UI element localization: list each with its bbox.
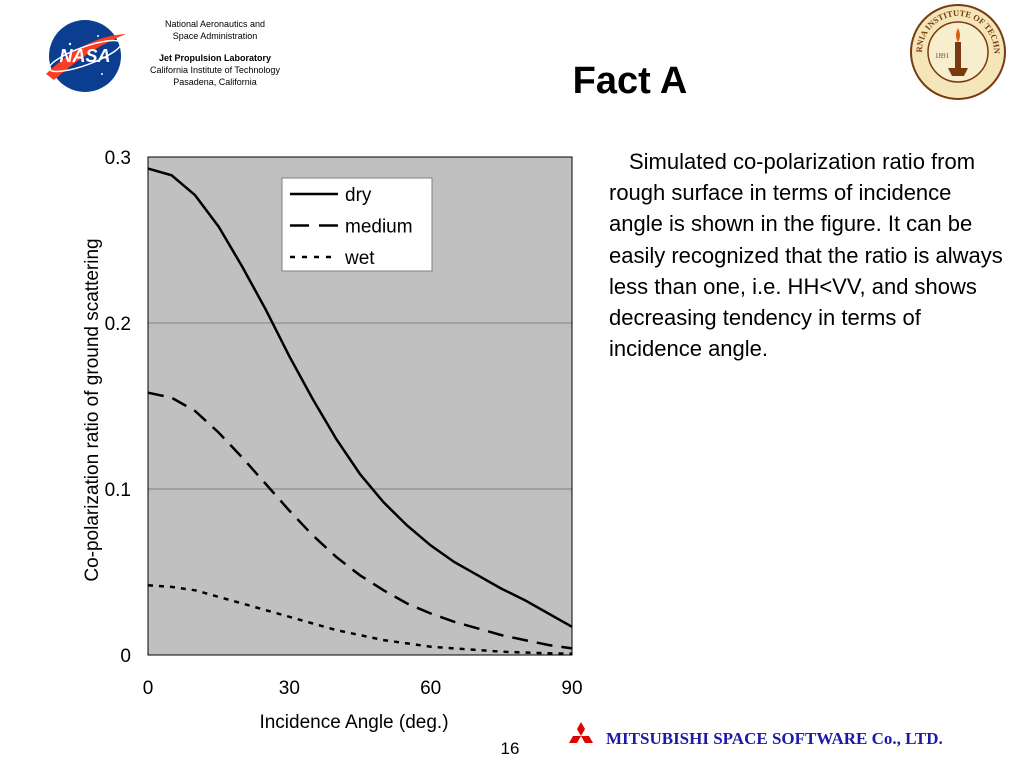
series-line-dry: [147, 167, 573, 628]
institute-name: California Institute of Technology: [150, 65, 280, 75]
y-tick-label: 0: [120, 646, 131, 667]
mitsubishi-logo: [569, 722, 593, 743]
agency-line1: National Aeronautics and: [164, 19, 266, 29]
x-tick-label: 60: [420, 678, 441, 699]
series-line-medium: [147, 391, 573, 650]
agency-line2: Space Administration: [172, 31, 258, 41]
caltech-seal: CALIFORNIA INSTITUTE OF TECHNOLOGY 1891: [908, 2, 1006, 100]
agency-block: National Aeronautics and Space Administr…: [130, 18, 300, 88]
lab-name: Jet Propulsion Laboratory: [158, 53, 272, 63]
x-tick-label: 30: [279, 678, 300, 699]
legend-label-medium: medium: [345, 217, 413, 238]
chart-legend: dry medium wet: [281, 177, 433, 272]
nasa-logo-text: NASA: [59, 46, 110, 66]
legend-label-wet: wet: [344, 248, 375, 269]
caltech-seal-year: 1891: [935, 52, 950, 60]
x-tick-label: 90: [561, 678, 582, 699]
x-axis-label: Incidence Angle (deg.): [259, 712, 448, 733]
slide-description: Simulated co-polarization ratio from rou…: [609, 149, 1003, 362]
page-number: 16: [500, 739, 520, 758]
slide-title: Fact A: [572, 60, 688, 102]
plot-border: [147, 156, 573, 656]
y-tick-label: 0.2: [105, 314, 131, 335]
y-axis-label: Co-polarization ratio of ground scatteri…: [82, 238, 103, 581]
company-name: MITSUBISHI SPACE SOFTWARE Co., LTD.: [606, 729, 943, 748]
x-tick-label: 0: [143, 678, 154, 699]
nasa-logo: NASA: [46, 20, 126, 92]
institute-location: Pasadena, California: [173, 77, 257, 87]
y-tick-label: 0.3: [105, 148, 131, 169]
legend-label-dry: dry: [345, 185, 372, 206]
y-tick-label: 0.1: [105, 480, 131, 501]
